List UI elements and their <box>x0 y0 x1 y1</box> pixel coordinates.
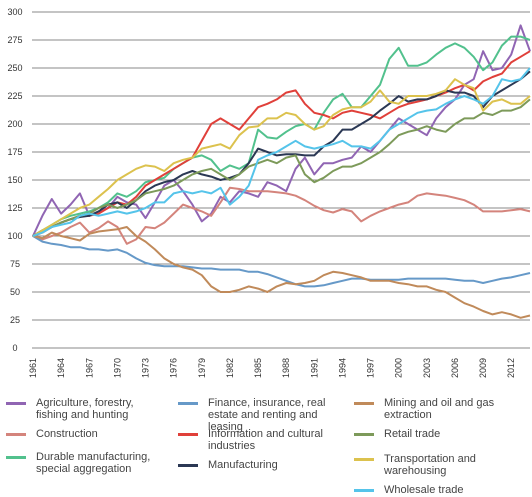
legend-swatch <box>178 402 198 405</box>
legend-item: Transportation and warehousing <box>354 453 514 477</box>
x-tick-label: 1991 <box>309 358 319 378</box>
legend-item: Construction <box>6 428 156 440</box>
chart: 0 25 50 75 100 125 150 175 200 225 250 275 300 1961 19… <box>7 7 531 378</box>
x-tick-label: 1961 <box>28 358 38 378</box>
legend-swatch <box>178 464 198 467</box>
x-tick-label: 1994 <box>337 358 347 378</box>
y-tick-label: 250 <box>7 63 22 73</box>
x-tick-label: 1973 <box>141 358 151 378</box>
y-tick-label: 225 <box>7 91 22 101</box>
legend-item: Information and cultural industries <box>178 428 338 452</box>
legend-item: Wholesale trade <box>354 484 514 496</box>
legend-swatch <box>6 402 26 405</box>
y-tick-label: 125 <box>7 203 22 213</box>
y-tick-label: 175 <box>7 147 22 157</box>
legend-item: Agriculture, forestry, fishing and hunti… <box>6 397 156 421</box>
x-tick-label: 1964 <box>56 358 66 378</box>
legend-swatch <box>354 402 374 405</box>
legend-label: Manufacturing <box>208 459 278 471</box>
y-tick-label: 275 <box>7 35 22 45</box>
series-line <box>32 226 531 319</box>
legend-label: Information and cultural industries <box>208 428 323 452</box>
x-tick-label: 2003 <box>422 358 432 378</box>
y-tick-label: 200 <box>7 119 22 129</box>
y-tick-label: 300 <box>7 7 22 17</box>
legend-swatch <box>354 458 374 461</box>
y-tick-label: 50 <box>10 287 20 297</box>
legend-label: Construction <box>36 428 98 440</box>
legend-label: Agriculture, forestry, fishing and hunti… <box>36 397 134 421</box>
legend-item: Retail trade <box>354 428 514 440</box>
legend-item: Manufacturing <box>178 459 338 471</box>
x-tick-label: 1988 <box>281 358 291 378</box>
legend-item: Finance, insurance, real estate and rent… <box>178 397 338 433</box>
x-tick-label: 1970 <box>112 358 122 378</box>
x-tick-label: 2009 <box>478 358 488 378</box>
y-tick-label: 25 <box>10 315 20 325</box>
series-line <box>32 98 531 237</box>
x-tick-label: 2000 <box>394 358 404 378</box>
x-tick-label: 1997 <box>366 358 376 378</box>
x-tick-label: 2012 <box>506 358 516 378</box>
series-line <box>32 24 531 237</box>
x-tick-label: 1982 <box>225 358 235 378</box>
y-tick-label: 100 <box>7 231 22 241</box>
legend-swatch <box>178 433 198 436</box>
y-tick-label: 150 <box>7 175 22 185</box>
series-line <box>32 35 531 237</box>
y-tick-label: 0 <box>12 343 17 353</box>
x-tick-label: 1985 <box>253 358 263 378</box>
legend-swatch <box>354 433 374 436</box>
x-tick-label: 2006 <box>450 358 460 378</box>
x-tick-label: 1967 <box>84 358 94 378</box>
legend-label: Mining and oil and gas extraction <box>384 397 495 421</box>
series-line <box>32 67 531 237</box>
legend-item: Durable manufacturing, special aggregati… <box>6 451 156 475</box>
legend-item: Mining and oil and gas extraction <box>354 397 514 421</box>
legend-label: Finance, insurance, real estate and rent… <box>208 397 326 433</box>
series-line <box>32 70 531 237</box>
legend-label: Durable manufacturing, special aggregati… <box>36 451 151 475</box>
y-tick-label: 75 <box>10 259 20 269</box>
legend-label: Wholesale trade <box>384 484 464 496</box>
x-tick-label: 1979 <box>197 358 207 378</box>
legend-label: Retail trade <box>384 428 441 440</box>
legend-swatch <box>6 433 26 436</box>
legend-swatch <box>6 456 26 459</box>
series-line <box>32 235 531 288</box>
series-line <box>32 78 531 237</box>
x-tick-label: 1976 <box>169 358 179 378</box>
series-line <box>32 186 531 245</box>
legend-label: Transportation and warehousing <box>384 453 476 477</box>
legend-swatch <box>354 489 374 492</box>
